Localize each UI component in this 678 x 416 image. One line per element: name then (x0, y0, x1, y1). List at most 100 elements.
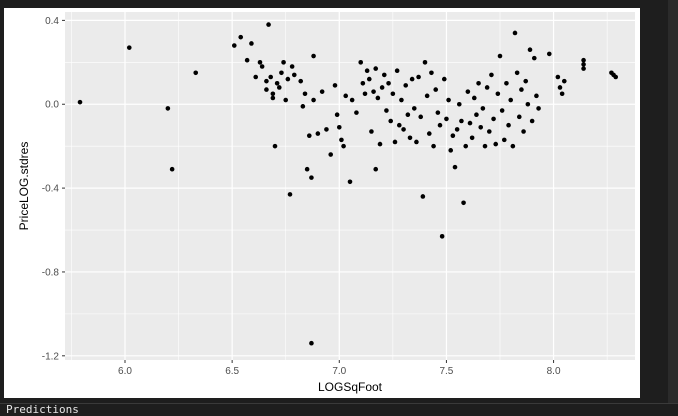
x-tick-label: 7.5 (439, 366, 453, 377)
x-tick-label: 7.0 (332, 366, 346, 377)
scatter-point (561, 78, 567, 84)
scatter-point (377, 141, 383, 147)
scatter-point (512, 30, 518, 36)
scatter-point (446, 97, 451, 103)
scatter-point (362, 91, 368, 97)
scatter-point (534, 93, 539, 99)
scatter-chart: 6.0 6.5 7.0 7.5 8.0 0.4 0.0 -0.4 -0.8 -1.2 LOGSq… (17, 12, 635, 394)
scatter-point (396, 122, 402, 128)
scatter-point (309, 175, 314, 180)
scatter-point (521, 129, 526, 134)
plot-panel: 6.0 6.5 7.0 7.5 8.0 0.4 0.0 -0.4 -0.8 -1.2 LOGSq… (4, 8, 640, 398)
scatter-point (476, 80, 481, 86)
x-tick-label: 6.0 (118, 366, 132, 377)
scatter-point (424, 93, 430, 99)
scatter-point (559, 91, 565, 97)
scatter-point (266, 22, 271, 27)
scatter-point (399, 97, 404, 103)
scatter-point (461, 200, 466, 206)
scatter-point (257, 60, 263, 65)
scatter-point (358, 60, 364, 65)
scatter-point (437, 122, 443, 128)
x-tick-label: 6.5 (225, 366, 239, 377)
data-points (77, 22, 619, 346)
scatter-point (339, 137, 344, 143)
scatter-point (523, 78, 529, 84)
scatter-point (281, 60, 286, 65)
scatter-point (298, 78, 304, 84)
scatter-point (495, 91, 501, 97)
scatter-point (581, 57, 586, 63)
scatter-point (390, 91, 396, 97)
grid-minor-lines (65, 12, 635, 360)
scatter-point (300, 104, 306, 109)
y-axis-ticks: 0.4 0.0 -0.4 -0.8 -1.2 (42, 16, 65, 362)
scatter-point (418, 114, 424, 120)
scatter-point (613, 74, 619, 80)
scatter-point (126, 45, 132, 50)
scatter-point (501, 137, 507, 143)
scatter-point (373, 166, 379, 172)
scatter-point (354, 110, 359, 115)
scatter-point (426, 131, 432, 136)
scatter-point (302, 91, 308, 97)
scatter-point (268, 74, 274, 80)
scatter-point (403, 83, 409, 88)
scatter-point (238, 34, 244, 40)
y-tick-label: 0.4 (45, 16, 59, 27)
scatter-point (384, 108, 389, 113)
scatter-point (514, 70, 520, 76)
scatter-point (381, 72, 387, 78)
scatter-point (332, 83, 338, 88)
scatter-point (499, 108, 505, 113)
scatter-point (454, 127, 460, 132)
scatter-point (276, 85, 282, 90)
scatter-point (525, 101, 531, 107)
scatter-point (405, 112, 411, 118)
scatter-point (304, 166, 310, 172)
scatter-point (486, 129, 492, 134)
scatter-point (291, 72, 297, 78)
scatter-point (407, 135, 413, 141)
scatter-point (319, 89, 325, 94)
scatter-point (264, 87, 269, 92)
scatter-point (504, 80, 509, 86)
scatter-point (343, 93, 349, 99)
grid-major-lines (65, 12, 635, 360)
scatter-point (169, 166, 175, 172)
vertical-scrollbar[interactable] (668, 0, 678, 404)
scatter-point (360, 80, 366, 86)
scatter-point (334, 112, 340, 118)
scatter-point (581, 66, 586, 71)
scatter-point (478, 125, 484, 130)
scatter-point (536, 106, 541, 111)
x-axis-title: LOGSqFoot (318, 380, 383, 394)
scatter-point (253, 74, 259, 80)
scatter-point (489, 72, 494, 78)
scatter-point (529, 118, 535, 124)
scatter-point (463, 143, 469, 149)
scatter-point (508, 97, 514, 103)
scatter-point (311, 53, 316, 59)
scatter-point (287, 192, 293, 197)
scatter-point (270, 91, 276, 97)
scatter-point (388, 118, 394, 124)
x-tick-label: 8.0 (547, 366, 561, 377)
scatter-point (264, 78, 269, 84)
y-tick-label: -0.4 (42, 184, 60, 195)
scatter-point (386, 80, 391, 86)
y-tick-label: -0.8 (42, 267, 60, 278)
x-axis-ticks: 6.0 6.5 7.0 7.5 8.0 (118, 360, 561, 377)
scatter-point (414, 139, 419, 145)
scatter-point (441, 76, 447, 82)
scatter-point (373, 66, 379, 71)
console-text: Predictions (6, 403, 79, 416)
scatter-point (444, 116, 449, 122)
scatter-point (429, 70, 434, 76)
scatter-point (369, 129, 374, 134)
scatter-point (409, 76, 415, 82)
scatter-point (474, 112, 479, 118)
scatter-point (581, 62, 586, 67)
scatter-point (439, 234, 445, 239)
y-tick-label: -1.2 (42, 351, 60, 362)
